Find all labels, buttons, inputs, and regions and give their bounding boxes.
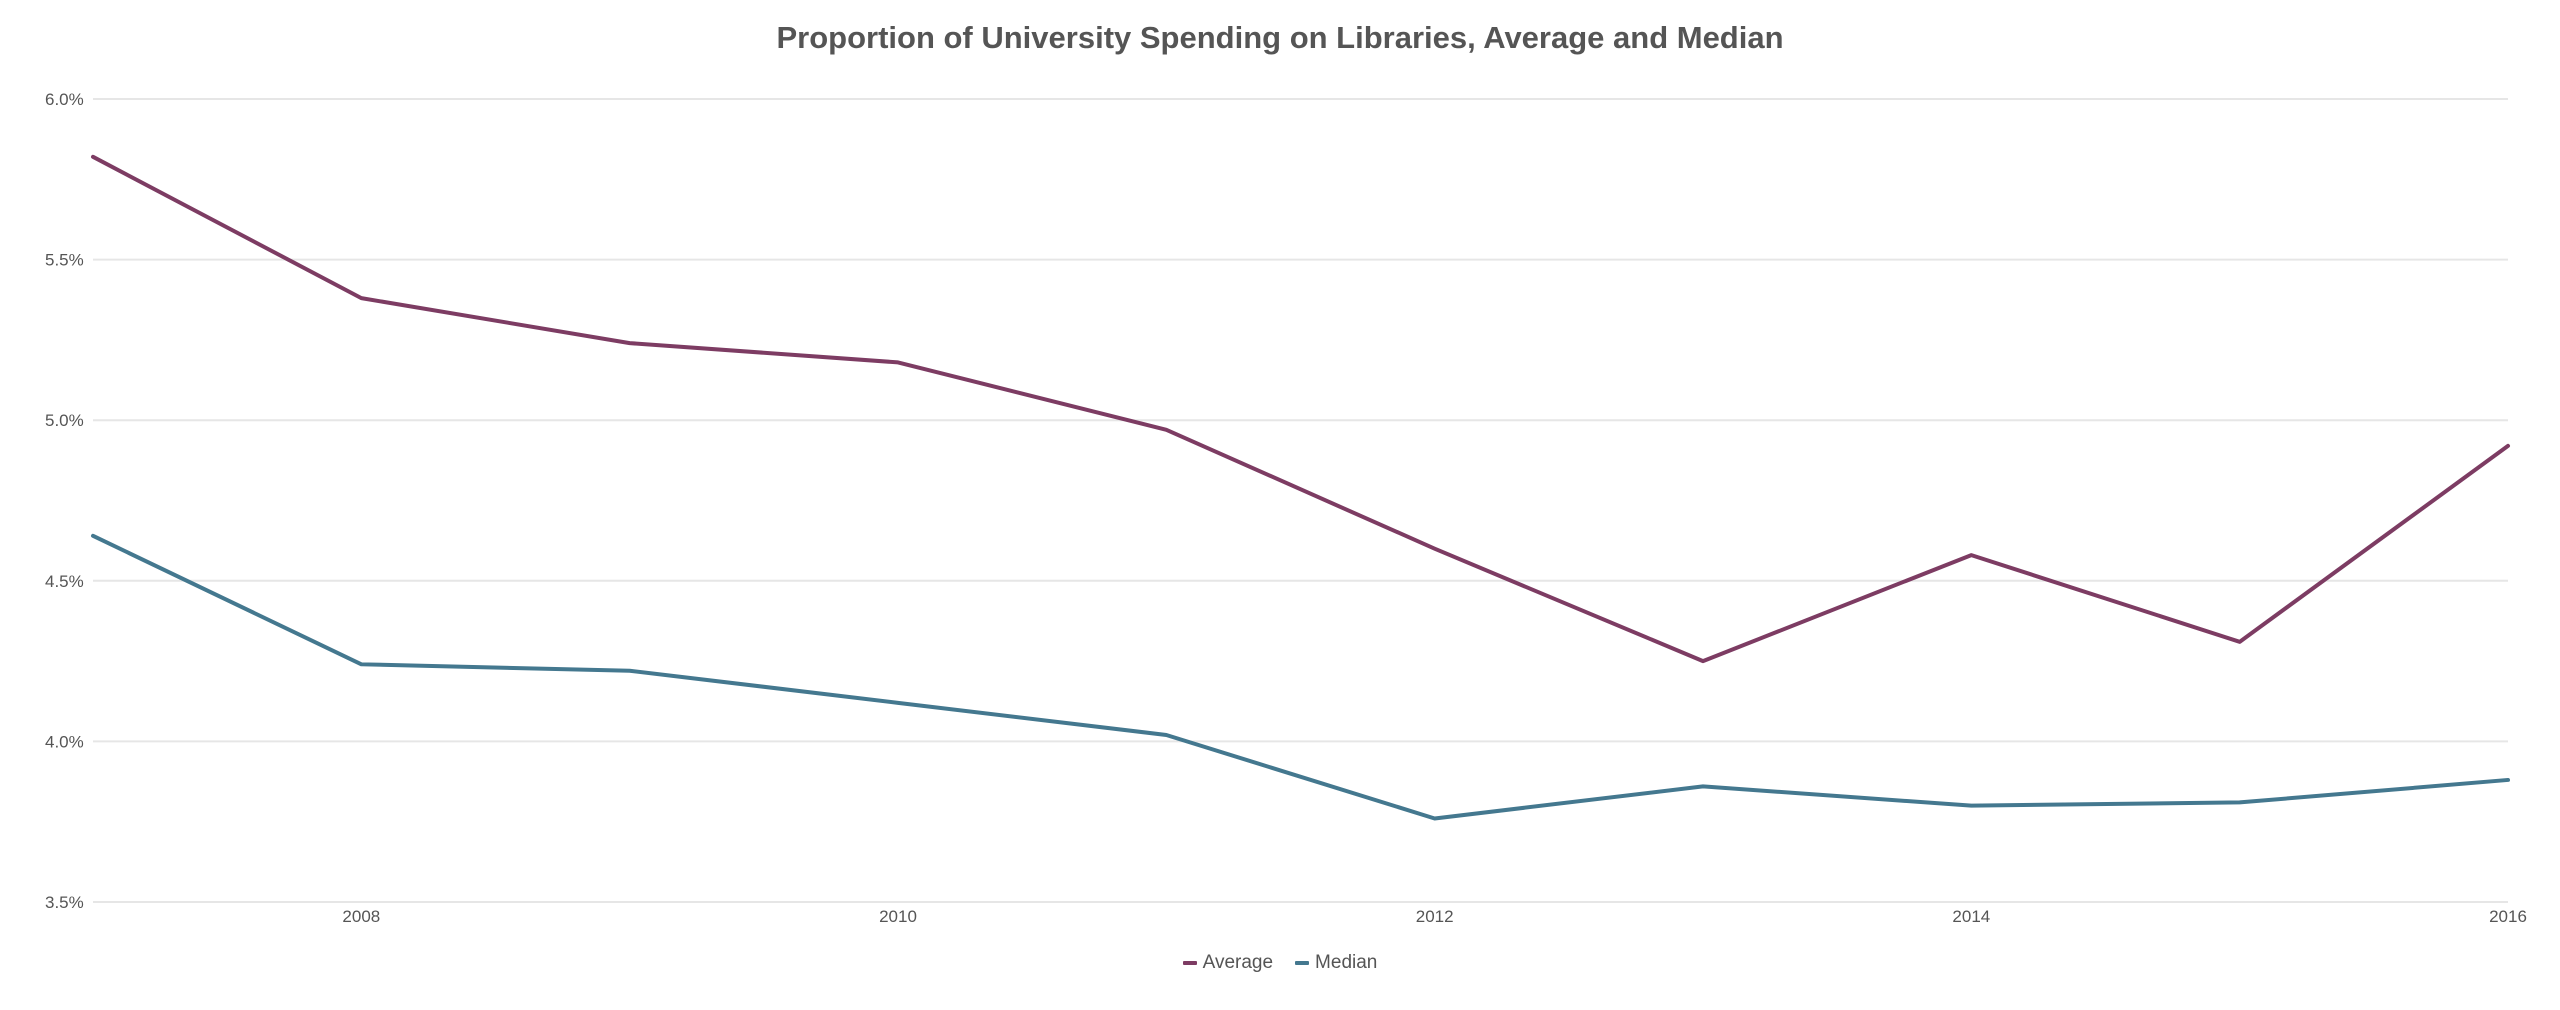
gridlines bbox=[93, 98, 2508, 903]
data-point-median[interactable] bbox=[1163, 732, 1169, 738]
data-point-average[interactable] bbox=[2505, 443, 2511, 449]
data-point-median[interactable] bbox=[90, 533, 96, 539]
data-point-average[interactable] bbox=[1432, 546, 1438, 552]
data-point-median[interactable] bbox=[895, 700, 901, 706]
legend: Average Median bbox=[0, 952, 2560, 974]
y-tick-label: 6.0% bbox=[45, 90, 84, 109]
y-tick-label: 5.5% bbox=[45, 251, 84, 270]
data-point-median[interactable] bbox=[627, 668, 633, 674]
y-tick-label: 4.0% bbox=[45, 732, 84, 751]
series-line-average[interactable] bbox=[91, 154, 2510, 664]
data-point-average[interactable] bbox=[90, 154, 96, 160]
data-point-average[interactable] bbox=[1700, 658, 1706, 664]
data-point-average[interactable] bbox=[2237, 639, 2243, 645]
data-point-average[interactable] bbox=[358, 295, 364, 301]
legend-item-average[interactable]: Average bbox=[1182, 952, 1274, 974]
legend-swatch-average bbox=[1182, 961, 1197, 965]
y-tick-label: 3.5% bbox=[45, 893, 84, 912]
chart-title: Proportion of University Spending on Lib… bbox=[776, 20, 1784, 55]
series-line-median[interactable] bbox=[91, 533, 2510, 821]
data-point-median[interactable] bbox=[2237, 799, 2243, 805]
x-tick-label: 2008 bbox=[342, 907, 380, 926]
data-point-median[interactable] bbox=[1968, 803, 1974, 809]
y-axis-ticks: 3.5% 4.0% 4.5% 5.0% 5.5% 6.0% bbox=[45, 90, 84, 912]
x-tick-label: 2012 bbox=[1416, 907, 1454, 926]
data-point-median[interactable] bbox=[2505, 777, 2511, 783]
x-axis-ticks: 2008 2010 2012 2014 2016 bbox=[342, 907, 2526, 926]
legend-swatch-median bbox=[1295, 961, 1310, 965]
data-point-median[interactable] bbox=[358, 661, 364, 667]
data-point-median[interactable] bbox=[1700, 783, 1706, 789]
series-lines bbox=[90, 154, 2511, 821]
data-point-median[interactable] bbox=[1432, 815, 1438, 821]
y-tick-label: 5.0% bbox=[45, 411, 84, 430]
data-point-average[interactable] bbox=[895, 359, 901, 365]
legend-label-average: Average bbox=[1202, 952, 1274, 973]
x-tick-label: 2016 bbox=[2489, 907, 2527, 926]
y-tick-label: 4.5% bbox=[45, 572, 84, 591]
legend-item-median[interactable]: Median bbox=[1295, 952, 1377, 974]
legend-label-median: Median bbox=[1315, 952, 1378, 973]
data-point-average[interactable] bbox=[1163, 427, 1169, 433]
data-point-average[interactable] bbox=[627, 340, 633, 346]
x-tick-label: 2014 bbox=[1952, 907, 1990, 926]
x-tick-label: 2010 bbox=[879, 907, 917, 926]
data-point-average[interactable] bbox=[1968, 552, 1974, 558]
